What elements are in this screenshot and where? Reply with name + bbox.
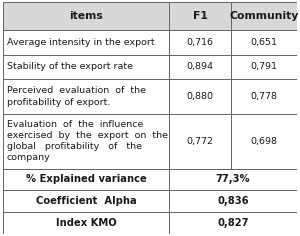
Bar	[3, 190, 169, 212]
Bar	[169, 114, 231, 169]
Bar	[3, 2, 169, 30]
Text: Coefficient  Alpha: Coefficient Alpha	[36, 196, 136, 206]
Bar	[231, 80, 297, 114]
Text: % Explained variance: % Explained variance	[26, 174, 146, 184]
Text: F1: F1	[193, 11, 207, 21]
Text: 0,791: 0,791	[250, 63, 278, 72]
Bar	[3, 30, 169, 55]
Text: Stability of the export rate: Stability of the export rate	[7, 63, 133, 72]
Bar	[169, 30, 231, 55]
Text: 0,880: 0,880	[187, 92, 214, 101]
Text: 0,716: 0,716	[187, 38, 214, 46]
Text: Perceived  evaluation  of  the
profitability of export.: Perceived evaluation of the profitabilit…	[7, 86, 145, 107]
Text: 0,698: 0,698	[250, 137, 278, 146]
Text: 0,827: 0,827	[217, 218, 249, 228]
Bar	[231, 55, 297, 80]
Bar	[3, 212, 169, 234]
Bar	[3, 2, 169, 30]
Text: 0,894: 0,894	[187, 63, 214, 72]
Text: Community: Community	[229, 11, 298, 21]
Text: 0,836: 0,836	[217, 196, 249, 206]
Bar	[3, 55, 169, 80]
Bar	[3, 80, 169, 114]
Bar	[231, 114, 297, 169]
Bar	[169, 212, 297, 234]
Text: 0,778: 0,778	[250, 92, 278, 101]
Bar	[231, 30, 297, 55]
Text: items: items	[69, 11, 103, 21]
Bar	[231, 2, 297, 30]
Text: 0,651: 0,651	[250, 38, 278, 46]
Bar	[169, 80, 231, 114]
Text: 0,772: 0,772	[187, 137, 214, 146]
Bar	[169, 2, 231, 30]
Text: Index KMO: Index KMO	[56, 218, 116, 228]
Bar	[169, 55, 231, 80]
Text: Average intensity in the export: Average intensity in the export	[7, 38, 154, 46]
Bar	[231, 2, 297, 30]
Bar	[169, 2, 231, 30]
Bar	[3, 169, 169, 190]
Text: Evaluation  of  the  influence
exercised  by  the  export  on  the
global   prof: Evaluation of the influence exercised by…	[7, 120, 167, 162]
Bar	[3, 114, 169, 169]
Bar	[169, 190, 297, 212]
Bar	[169, 169, 297, 190]
Text: 77,3%: 77,3%	[216, 174, 250, 184]
